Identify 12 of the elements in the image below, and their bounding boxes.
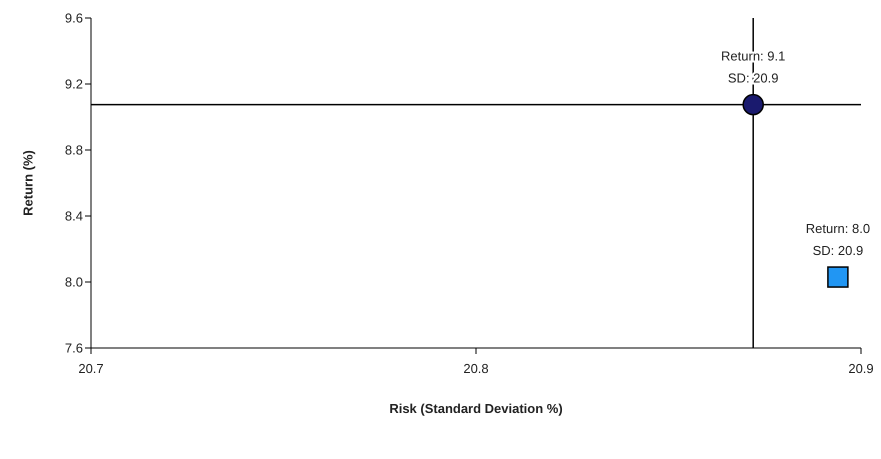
- x-axis-title: Risk (Standard Deviation %): [389, 401, 563, 416]
- x-tick-label: 20.7: [78, 361, 104, 376]
- y-tick-label: 7.6: [64, 340, 83, 356]
- y-tick-label: 9.2: [64, 76, 83, 92]
- y-tick-label: 8.0: [64, 274, 83, 290]
- y-tick-label: 8.4: [64, 208, 83, 224]
- x-tick-label: 20.9: [848, 361, 874, 376]
- y-tick-label: 9.6: [64, 10, 83, 26]
- annotation: Return: 8.0 SD: 20.9: [806, 221, 870, 258]
- y-tick-label: 8.8: [64, 142, 83, 158]
- x-tick-label: 20.8: [463, 361, 489, 376]
- y-axis-title: Return (%): [20, 150, 36, 216]
